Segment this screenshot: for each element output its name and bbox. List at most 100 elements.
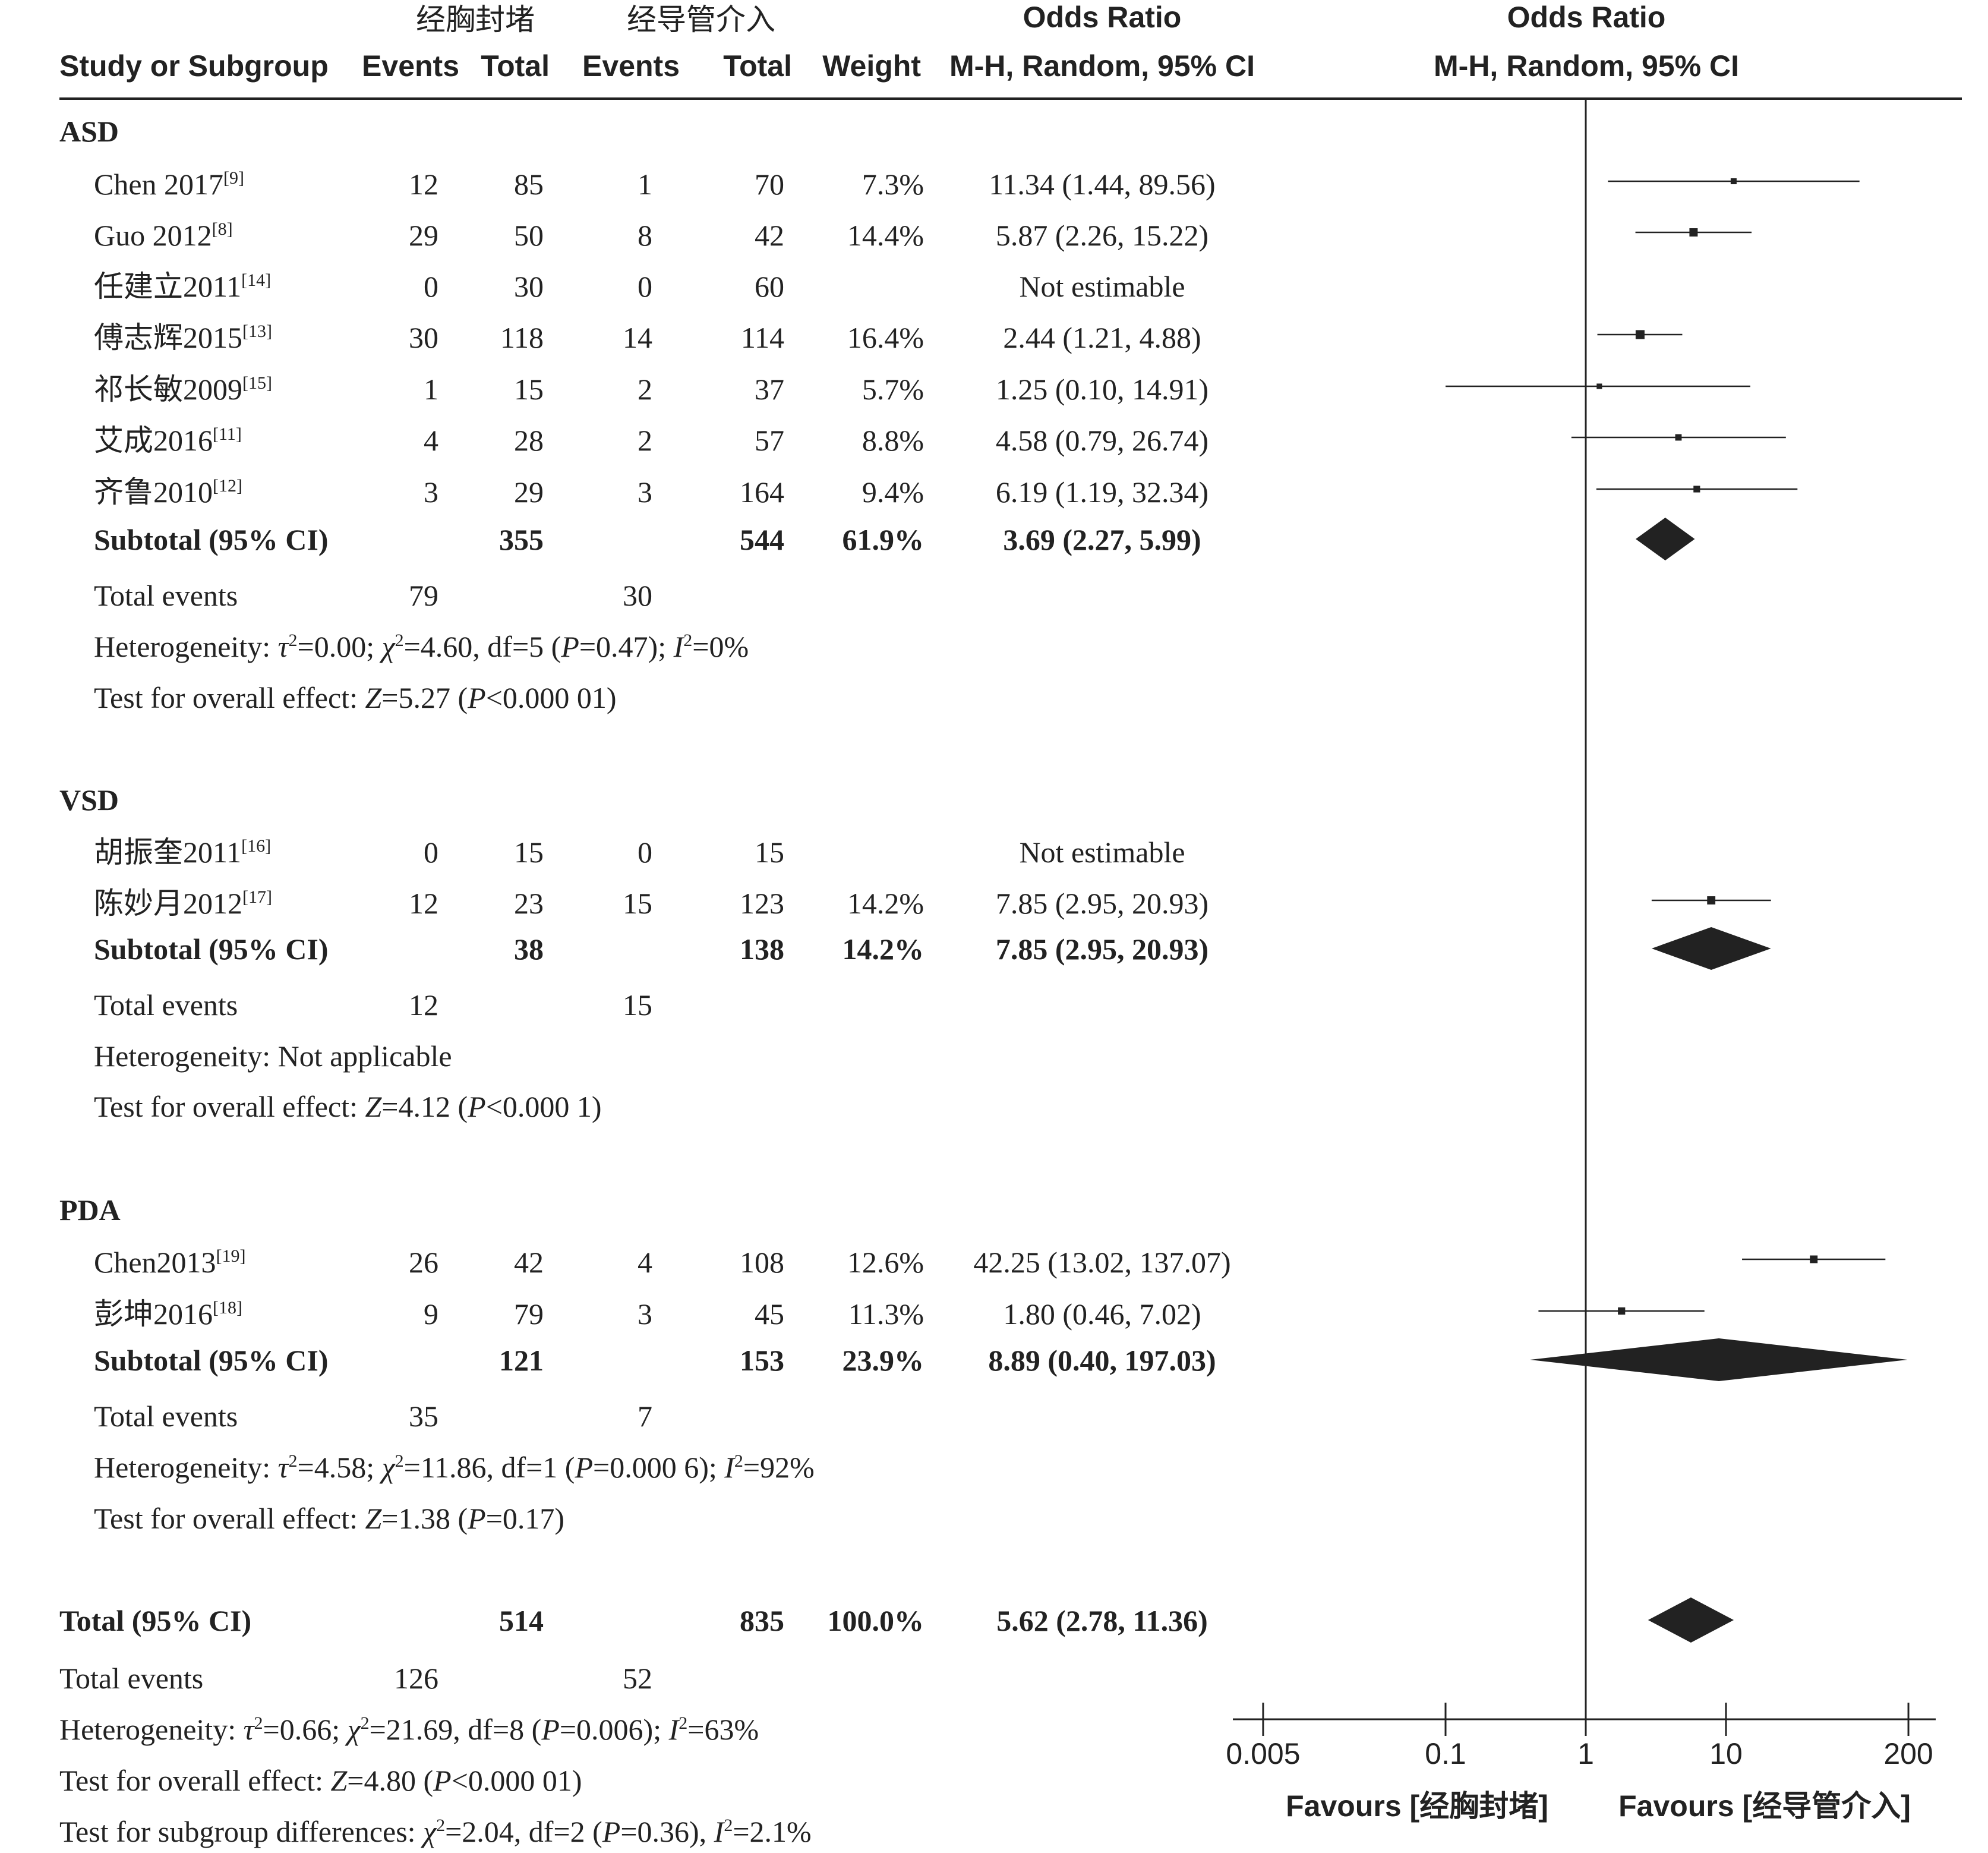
weight-cell: 11.3% xyxy=(848,1297,924,1331)
total-events2: 52 xyxy=(623,1662,652,1695)
total-events1: 79 xyxy=(409,579,438,612)
total1-cell: 118 xyxy=(500,321,544,354)
or-title-text: Odds Ratio xyxy=(1023,1,1182,34)
total1-cell: 28 xyxy=(514,424,544,457)
subtotal-ci: 7.85 (2.95, 20.93) xyxy=(996,932,1208,966)
events2-cell: 0 xyxy=(638,270,652,303)
point-estimate xyxy=(1693,486,1700,493)
plot-marks xyxy=(1446,178,1908,1643)
total1-header: Total xyxy=(481,49,550,83)
events2-cell: 14 xyxy=(623,321,652,354)
ci-text: 42.25 (13.02, 137.07) xyxy=(973,1246,1230,1279)
or-method-text: M-H, Random, 95% CI xyxy=(949,49,1255,83)
weight-cell: 14.4% xyxy=(847,219,924,252)
subtotal-weight: 14.2% xyxy=(842,932,924,966)
total-events1: 126 xyxy=(394,1662,438,1695)
study-name: 胡振奎2011[16] xyxy=(94,836,271,869)
total1-cell: 85 xyxy=(514,168,544,201)
tick-label: 0.1 xyxy=(1425,1737,1466,1770)
total2-cell: 57 xyxy=(755,424,784,457)
events2-cell: 8 xyxy=(638,219,652,252)
study-name: 彭坤2016[18] xyxy=(94,1297,242,1331)
total-total2: 835 xyxy=(740,1604,784,1637)
events1-cell: 26 xyxy=(409,1246,438,1279)
total-events2: 30 xyxy=(623,579,652,612)
subgroup-title: PDA xyxy=(59,1193,121,1227)
total2-cell: 42 xyxy=(755,219,784,252)
events1-header: Events xyxy=(362,49,459,83)
subtotal-ci: 8.89 (0.40, 197.03) xyxy=(988,1344,1216,1377)
or-title-plot: Odds Ratio xyxy=(1507,1,1666,34)
subtotal-diamond xyxy=(1530,1338,1908,1381)
events2-cell: 1 xyxy=(638,168,652,201)
total1-cell: 15 xyxy=(514,836,544,869)
ci-text: 11.34 (1.44, 89.56) xyxy=(989,168,1215,201)
subtotal-total2: 138 xyxy=(740,932,784,966)
weight-header: Weight xyxy=(822,49,921,83)
total2-cell: 164 xyxy=(740,475,784,509)
overall-effect-text: Test for overall effect: Z=4.12 (P<0.000… xyxy=(94,1090,602,1123)
total-events2: 7 xyxy=(638,1400,652,1433)
events1-cell: 29 xyxy=(409,219,438,252)
study-name: 傅志辉2015[13] xyxy=(94,321,272,354)
heterogeneity-text: Heterogeneity: τ2​=4.58; χ2​=11.86, df=1… xyxy=(94,1451,815,1484)
total-label: Total (95% CI) xyxy=(59,1604,251,1637)
study-name: 齐鲁2010[12] xyxy=(94,475,242,509)
table-header: 经胸封堵 经导管介入 Odds Ratio Odds Ratio Study o… xyxy=(59,1,1962,100)
tick-label: 1 xyxy=(1577,1737,1594,1770)
total2-cell: 114 xyxy=(741,321,784,354)
total2-cell: 60 xyxy=(755,270,784,303)
total1-cell: 15 xyxy=(514,373,544,406)
ci-text: 2.44 (1.21, 4.88) xyxy=(1003,321,1201,354)
total-total1: 514 xyxy=(499,1604,544,1637)
study-name: 艾成2016[11] xyxy=(94,424,242,457)
events2-cell: 15 xyxy=(623,887,652,920)
tick-label: 200 xyxy=(1883,1737,1933,1770)
subtotal-diamond xyxy=(1636,518,1695,560)
events1-cell: 4 xyxy=(424,424,438,457)
total-events1: 12 xyxy=(409,988,438,1022)
group2-label: 经导管介入 xyxy=(627,3,775,36)
weight-cell: 9.4% xyxy=(862,475,924,509)
total1-cell: 30 xyxy=(514,270,544,303)
subtotal-total1: 355 xyxy=(499,523,544,556)
weight-cell: 7.3% xyxy=(862,168,924,201)
total-events-label: Total events xyxy=(94,579,238,612)
events1-cell: 0 xyxy=(424,836,438,869)
subtotal-weight: 61.9% xyxy=(842,523,924,556)
total-events1: 35 xyxy=(409,1400,438,1433)
overall-effect-text: Test for overall effect: Z=1.38 (P=0.17) xyxy=(94,1502,564,1535)
overall-effect-text: Test for overall effect: Z=5.27 (P<0.000… xyxy=(94,681,617,714)
subtotal-total2: 544 xyxy=(740,523,784,556)
events1-cell: 3 xyxy=(424,475,438,509)
study-name: Chen2013[19] xyxy=(94,1246,246,1279)
events1-cell: 9 xyxy=(424,1297,438,1331)
total1-cell: 23 xyxy=(514,887,544,920)
events1-cell: 12 xyxy=(409,168,438,201)
total-weight: 100.0% xyxy=(828,1604,924,1637)
subtotal-total1: 121 xyxy=(499,1344,544,1377)
total1-cell: 50 xyxy=(514,219,544,252)
weight-cell: 12.6% xyxy=(847,1246,924,1279)
tick-label: 0.005 xyxy=(1226,1737,1300,1770)
events2-cell: 4 xyxy=(638,1246,652,1279)
events2-cell: 3 xyxy=(638,1297,652,1331)
weight-cell: 14.2% xyxy=(847,887,924,920)
point-estimate xyxy=(1618,1307,1626,1315)
subtotal-label: Subtotal (95% CI) xyxy=(94,932,328,966)
ci-text: 1.25 (0.10, 14.91) xyxy=(996,373,1208,406)
study-name: 任建立2011[14] xyxy=(94,270,271,303)
events2-cell: 3 xyxy=(638,475,652,509)
ci-text: 4.58 (0.79, 26.74) xyxy=(996,424,1208,457)
total2-cell: 108 xyxy=(740,1246,784,1279)
study-name: 祁长敏2009[15] xyxy=(94,373,272,406)
subtotal-ci: 3.69 (2.27, 5.99) xyxy=(1003,523,1201,556)
total-ci: 5.62 (2.78, 11.36) xyxy=(996,1604,1208,1637)
events1-cell: 12 xyxy=(409,887,438,920)
events1-cell: 30 xyxy=(409,321,438,354)
subtotal-weight: 23.9% xyxy=(842,1344,924,1377)
total2-cell: 45 xyxy=(755,1297,784,1331)
total2-cell: 37 xyxy=(755,373,784,406)
total1-cell: 29 xyxy=(514,475,544,509)
